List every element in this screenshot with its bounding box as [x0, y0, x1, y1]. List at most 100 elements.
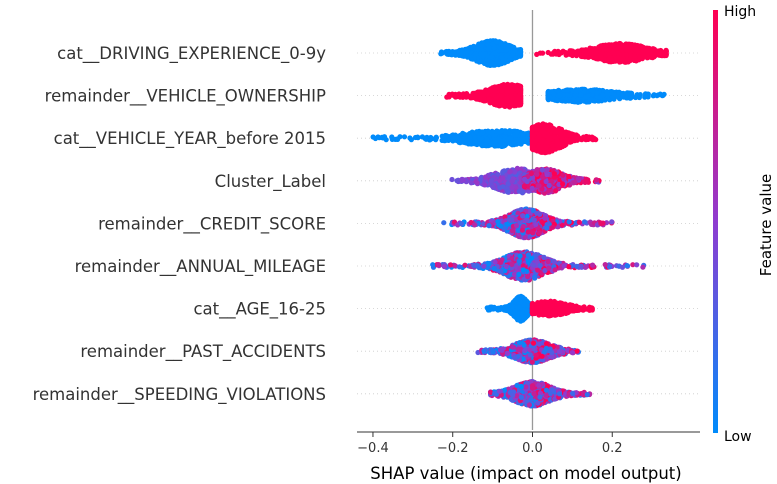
shap-point: [459, 176, 465, 182]
shap-point: [611, 92, 617, 98]
shap-point: [442, 137, 448, 144]
shap-point: [479, 143, 485, 149]
shap-point: [506, 99, 513, 105]
shap-point: [439, 133, 445, 139]
shap-point: [609, 57, 616, 63]
shap-point: [575, 87, 582, 93]
shap-point: [458, 138, 465, 144]
shap-point: [478, 58, 484, 65]
shap-point: [395, 136, 401, 142]
shap-point: [478, 51, 484, 57]
shap-point: [551, 171, 558, 177]
shap-point: [433, 134, 439, 140]
shap-point: [544, 143, 550, 149]
shap-point: [663, 49, 669, 55]
shap-point: [590, 88, 596, 94]
shap-point: [452, 94, 459, 100]
shap-point: [592, 46, 598, 52]
shap-point: [564, 137, 570, 143]
shap-point: [407, 135, 413, 141]
shap-point: [517, 48, 524, 54]
shap-point: [536, 183, 542, 189]
shap-point: [564, 92, 570, 98]
shap-point: [509, 88, 515, 94]
shap-point: [488, 178, 494, 184]
shap-point: [536, 144, 542, 150]
shap-point: [591, 135, 597, 141]
shap-point: [510, 45, 516, 51]
shap-point: [616, 45, 622, 51]
shap-point: [381, 134, 388, 140]
shap-point: [544, 172, 550, 178]
shap-point: [490, 184, 496, 190]
shap-point: [650, 46, 656, 52]
shap-point: [427, 137, 433, 143]
shap-point: [460, 130, 466, 136]
shap-point: [483, 174, 489, 180]
shap-point: [422, 135, 428, 141]
shap-point: [505, 189, 511, 195]
shap-point: [583, 50, 589, 57]
shap-point: [537, 50, 543, 56]
shap-point: [620, 56, 626, 62]
shap-point: [504, 47, 510, 53]
shap-point: [563, 129, 569, 135]
shap-point: [555, 128, 561, 134]
shap-point: [626, 44, 632, 50]
shap-point: [634, 92, 640, 98]
shap-point: [477, 136, 483, 142]
shap-point: [598, 52, 604, 59]
shap-point: [539, 167, 546, 173]
shap-point: [564, 87, 570, 93]
shap-point: [507, 169, 513, 175]
shap-point: [610, 43, 616, 49]
shap-point: [506, 103, 512, 109]
shap-point: [547, 147, 553, 154]
feature-row-points: [370, 121, 599, 156]
shap-point: [468, 180, 474, 186]
shap-point: [624, 95, 630, 101]
shap-point: [517, 91, 524, 97]
shap-point: [634, 48, 640, 54]
shap-point: [493, 38, 499, 45]
shap-point: [548, 51, 554, 57]
shap-point: [488, 99, 494, 105]
shap-point: [509, 52, 515, 58]
shap-point: [473, 51, 479, 57]
shap-point: [661, 91, 667, 97]
shap-point: [529, 131, 536, 137]
feature-row-points: [444, 81, 667, 110]
shap-point: [656, 50, 662, 56]
shap-point: [560, 181, 566, 187]
shap-point: [559, 139, 565, 145]
shap-point: [637, 43, 644, 49]
shap-point: [501, 82, 507, 88]
shap-point: [525, 138, 531, 144]
shap-point: [512, 132, 518, 138]
shap-point: [643, 92, 649, 98]
shap-point: [447, 50, 453, 56]
shap-point: [632, 54, 638, 60]
shap-point: [492, 88, 498, 94]
shap-point: [467, 134, 473, 140]
shap-point: [598, 44, 604, 50]
shap-point: [509, 184, 515, 190]
shap-point: [505, 136, 511, 142]
shap-point: [534, 171, 540, 177]
shap-point: [499, 54, 505, 61]
shap-point: [488, 130, 494, 136]
shap-point: [485, 46, 492, 52]
shap-point: [594, 177, 600, 183]
shap-point: [578, 92, 584, 98]
shap-point: [642, 48, 648, 54]
shap-point: [370, 134, 376, 140]
shap-point: [543, 179, 549, 185]
shap-point: [551, 133, 558, 140]
shap-point: [604, 89, 610, 95]
shap-point: [514, 102, 520, 108]
shap-point: [488, 54, 494, 60]
shap-point: [449, 176, 455, 183]
shap-point: [581, 219, 588, 225]
shap-point: [506, 129, 512, 136]
shap-point: [524, 178, 530, 185]
